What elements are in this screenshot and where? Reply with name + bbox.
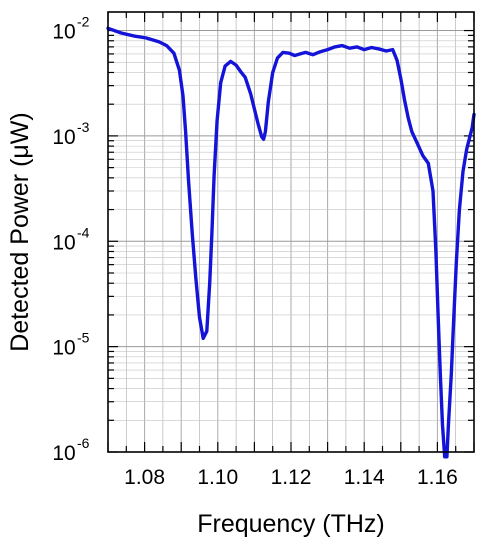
x-tick-labels: 1.08 1.10 1.12 1.14 1.16 (124, 466, 458, 489)
x-tick-label: 1.10 (197, 466, 238, 489)
x-tick-label: 1.12 (271, 466, 312, 489)
y-tick-labels: 10-610-510-410-310-2 (52, 14, 89, 465)
y-tick-exponent: -2 (77, 14, 90, 30)
x-tick-label: 1.16 (417, 466, 458, 489)
series-line (106, 26, 476, 459)
plot-frame (107, 11, 475, 453)
x-tick-label: 1.14 (344, 466, 385, 489)
y-tick-exponent: -6 (77, 435, 90, 451)
y-tick-label: 10 (52, 231, 75, 254)
series-layer (106, 26, 476, 459)
y-tick-label: 10 (52, 442, 75, 465)
x-axis-title: Frequency (THz) (197, 510, 385, 538)
y-tick-label: 10 (52, 337, 75, 360)
x-tick-label: 1.08 (124, 466, 165, 489)
y-tick-exponent: -4 (77, 224, 90, 240)
y-tick-exponent: -3 (77, 119, 90, 135)
y-tick-label: 10 (52, 126, 75, 149)
y-axis-title: Detected Power (μW) (6, 112, 34, 351)
y-tick-label: 10 (52, 21, 75, 44)
y-tick-exponent: -5 (77, 330, 90, 346)
grid (107, 12, 475, 453)
